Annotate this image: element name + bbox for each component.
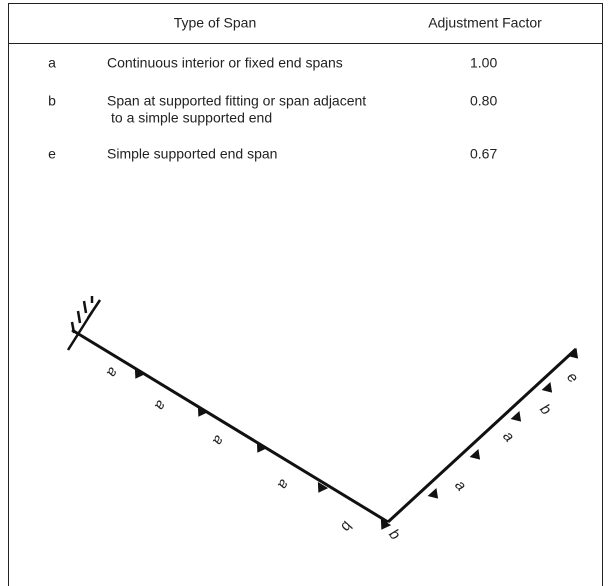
span-label: a (274, 476, 293, 492)
support (317, 481, 329, 493)
row-factor: 0.67 (470, 146, 497, 162)
span-label: a (103, 364, 122, 380)
support (427, 487, 439, 499)
span-label: a (209, 432, 228, 448)
row-factor: 0.80 (470, 93, 497, 109)
pipe-left (71, 328, 389, 524)
frame (8, 3, 603, 586)
rows: a Continuous interior or fixed end spans 1… (48, 55, 497, 162)
row-label: a (48, 55, 56, 71)
header-factor: Adjustment Factor (428, 15, 542, 31)
support (134, 367, 146, 379)
row-label: b (48, 93, 56, 109)
span-label: a (499, 428, 517, 446)
support (541, 381, 553, 393)
support (380, 518, 392, 530)
pipe-right (386, 347, 578, 524)
row-factor: 1.00 (470, 55, 497, 71)
span-label: a (451, 477, 469, 495)
support (197, 405, 209, 417)
span-label: b (337, 518, 356, 534)
span-label: e (563, 369, 581, 387)
support (510, 410, 522, 422)
row-description: Span at supported fitting or span adjace… (107, 93, 366, 109)
support (469, 448, 481, 460)
span-label: a (151, 397, 170, 413)
span-label: b (385, 526, 403, 544)
row-description: Simple supported end span (107, 146, 277, 162)
row-description: to a simple supported end (111, 110, 272, 126)
support (567, 347, 579, 359)
support (256, 441, 268, 453)
row-label: e (48, 146, 56, 162)
span-label: b (536, 401, 554, 419)
row-description: Continuous interior or fixed end spans (107, 55, 343, 71)
fixed-support (66, 296, 102, 351)
header-type: Type of Span (174, 15, 257, 31)
